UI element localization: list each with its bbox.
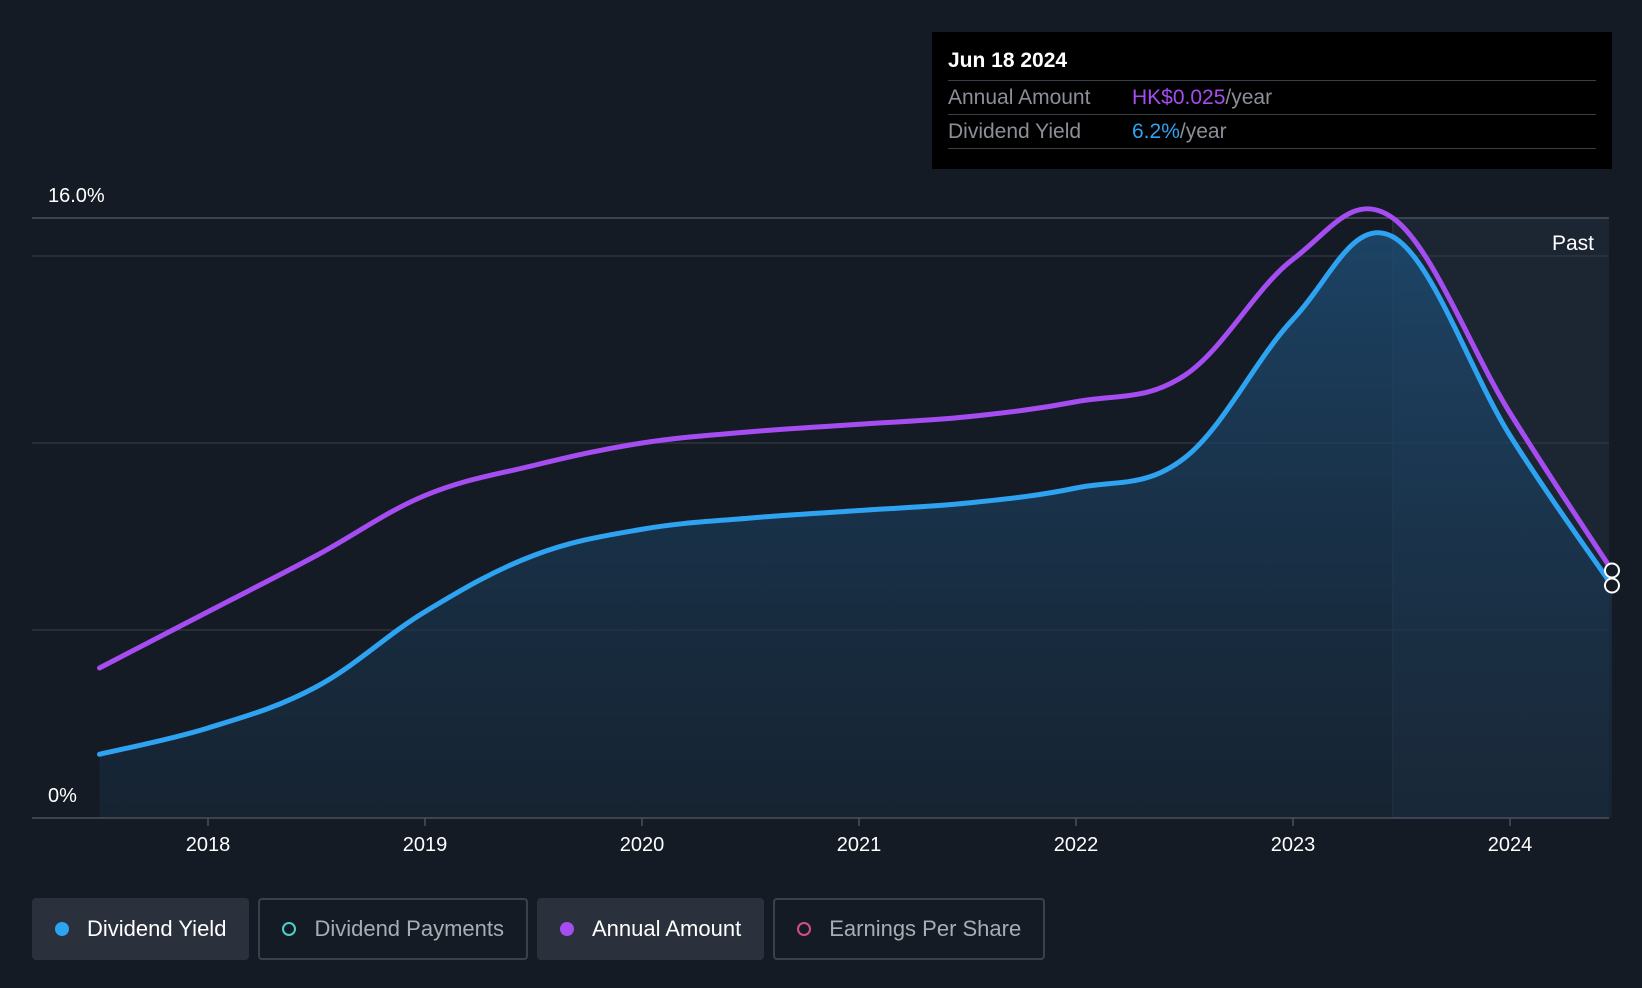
tooltip: Jun 18 2024 Annual Amount HK$0.025 /year… <box>932 32 1612 169</box>
legend-item-dividend-yield[interactable]: Dividend Yield <box>32 898 250 960</box>
dividend-yield-dot-icon <box>55 922 69 936</box>
legend: Dividend Yield Dividend Payments Annual … <box>32 898 1046 960</box>
legend-label: Annual Amount <box>591 916 742 941</box>
y-tick-label-top: 16.0% <box>48 185 105 207</box>
dividend-yield-line <box>97 230 1615 757</box>
x-tick-label: 2024 <box>1488 834 1533 856</box>
tooltip-label: Dividend Yield <box>948 119 1082 143</box>
legend-label: Dividend Yield <box>87 916 227 941</box>
tooltip-value: HK$0.025 <box>1132 85 1226 109</box>
x-tick-label: 2020 <box>620 834 665 856</box>
x-tick-label: 2021 <box>837 834 882 856</box>
legend-label: Dividend Payments <box>314 916 504 941</box>
legend-item-annual-amount[interactable]: Annual Amount <box>536 898 765 960</box>
dividend-payments-ring-icon <box>282 922 297 936</box>
x-tick-label: 2019 <box>403 834 448 856</box>
tooltip-date: Jun 18 2024 <box>948 49 1068 72</box>
dividend-yield-endpoint-marker <box>1603 577 1620 594</box>
tooltip-row-annual-amount: Annual Amount HK$0.025 /year <box>948 80 1596 114</box>
x-tick-label: 2022 <box>1054 834 1099 856</box>
x-tick-label: 2018 <box>186 834 231 856</box>
tooltip-unit: /year <box>1225 85 1273 109</box>
legend-label: Earnings Per Share <box>829 916 1022 941</box>
tooltip-value: 6.2% <box>1132 119 1180 143</box>
y-tick-label-bottom: 0% <box>48 785 77 807</box>
annual-amount-dot-icon <box>559 922 574 936</box>
x-tick-label: 2023 <box>1271 834 1316 856</box>
dividend-yield-area <box>99 232 1612 818</box>
earnings-per-share-ring-icon <box>797 922 812 936</box>
annual-amount-endpoint-marker <box>1603 562 1620 579</box>
legend-item-dividend-payments[interactable]: Dividend Payments <box>258 898 528 960</box>
legend-item-earnings-per-share[interactable]: Earnings Per Share <box>773 898 1046 960</box>
tooltip-unit: /year <box>1179 119 1227 143</box>
tooltip-row-dividend-yield: Dividend Yield 6.2% /year <box>948 114 1596 149</box>
past-label: Past <box>1552 232 1594 255</box>
chart-area: 2018 2019 2020 2021 2022 2023 2024 16.0% 0% Pa… <box>32 185 1620 856</box>
tooltip-label: Annual Amount <box>948 85 1091 109</box>
annual-amount-line <box>97 206 1615 671</box>
